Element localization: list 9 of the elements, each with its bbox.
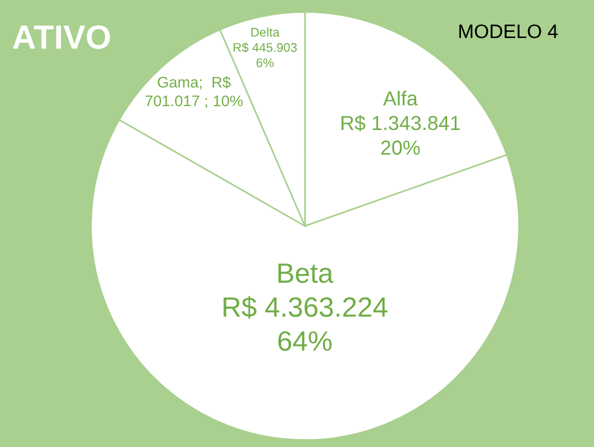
- data-label: R$ 445.903 6%: [234, 42, 297, 68]
- slice-label: Beta: [278, 264, 334, 283]
- data-label: R$ 1.343.841 20%: [342, 115, 460, 155]
- data-label: R$ 4.363.224 64%: [224, 296, 388, 351]
- slice-label: Alfa: [383, 90, 418, 106]
- text: MODELO 4: [459, 24, 558, 38]
- slice-label: Gama; R$ 701.017 ; 10%: [145, 76, 243, 108]
- chart-title: ATIVO: [12, 25, 110, 49]
- slice-label: Delta: [251, 27, 280, 37]
